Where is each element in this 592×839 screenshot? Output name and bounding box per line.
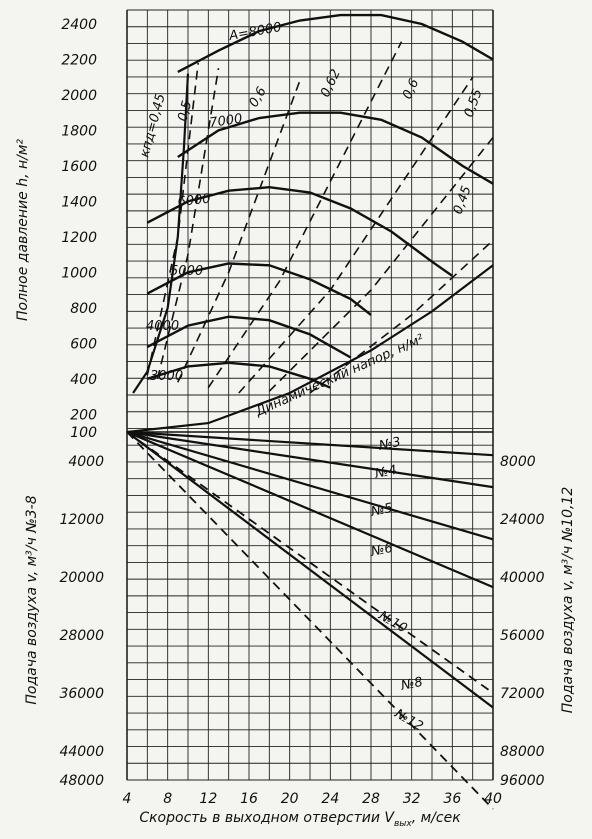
lower-right-tick-label: 40000 bbox=[500, 570, 545, 586]
x-tick-label: 24 bbox=[321, 791, 339, 807]
dynamic-head-curve bbox=[126, 264, 494, 434]
efficiency-line-3 bbox=[207, 41, 403, 389]
lower-right-tick-label: 24000 bbox=[500, 512, 545, 528]
flow-line-№3 bbox=[126, 430, 494, 457]
pressure-curve-7000 bbox=[177, 111, 494, 185]
curve-label: 0,5 bbox=[175, 99, 195, 123]
efficiency-line-1 bbox=[156, 68, 220, 379]
upper-y-tick-label: 100 bbox=[70, 425, 97, 441]
upper-y-tick-label: 2000 bbox=[61, 88, 97, 104]
x-tick-label: 16 bbox=[240, 791, 258, 807]
upper-y-tick-label: 1000 bbox=[61, 265, 97, 281]
lower-left-tick-label: 36000 bbox=[59, 686, 104, 702]
upper-y-tick-label: 1600 bbox=[61, 159, 97, 175]
efficiency-line-4 bbox=[238, 76, 474, 394]
x-tick-label: 32 bbox=[403, 791, 421, 807]
lower-right-y-axis-label: Подача воздуха v, м³/ч №10,12 bbox=[560, 487, 576, 714]
curve-label: 0,62 bbox=[318, 67, 344, 100]
series-label: №3 bbox=[377, 435, 402, 454]
efficiency-line-2 bbox=[177, 80, 301, 383]
lower-left-tick-label: 12000 bbox=[59, 512, 104, 528]
lower-left-tick-label: 4000 bbox=[68, 454, 104, 470]
x-axis-label-sub: вых bbox=[394, 819, 412, 829]
lower-left-tick-label: 48000 bbox=[59, 773, 104, 789]
flow-line-№4 bbox=[126, 430, 494, 489]
series-label: №6 bbox=[369, 541, 394, 560]
x-axis-label: Скорость в выходном отверстии Vвых, м/се… bbox=[139, 810, 461, 829]
flow-line-№12 bbox=[126, 431, 494, 810]
x-tick-label: 20 bbox=[281, 791, 299, 807]
lower-left-y-axis-label: Подача воздуха v, м³/ч №3-8 bbox=[24, 495, 40, 704]
lower-left-tick-label: 28000 bbox=[59, 628, 104, 644]
pressure-curve-5000 bbox=[146, 262, 372, 316]
lower-left-tick-label: 20000 bbox=[59, 570, 104, 586]
pressure-curve-A=8000 bbox=[177, 13, 494, 73]
x-tick-label: 36 bbox=[443, 791, 461, 807]
x-tick-label: 8 bbox=[163, 791, 172, 807]
curve-label: 5000 bbox=[170, 264, 203, 279]
curve-label: 6000 bbox=[177, 192, 211, 210]
upper-y-tick-label: 1200 bbox=[61, 230, 97, 246]
x-axis-label-unit: , м/сек bbox=[412, 810, 461, 826]
curve-label: 3000 bbox=[150, 369, 183, 384]
curve-label: 0,6 bbox=[400, 77, 422, 102]
lower-right-tick-label: 88000 bbox=[500, 744, 545, 760]
upper-y-tick-label: 800 bbox=[70, 301, 97, 317]
ticks: 4 8 12 16 20 24 28 32 36 40 2400 2200 2000 1800 1600 14… bbox=[59, 17, 544, 807]
upper-y-tick-label: 2200 bbox=[61, 52, 97, 68]
flow-line-№8 bbox=[126, 431, 494, 709]
upper-y-tick-label: 1400 bbox=[61, 194, 97, 210]
series-label: №4 bbox=[373, 463, 398, 482]
x-tick-label: 40 bbox=[484, 791, 502, 807]
series-label: №5 bbox=[369, 501, 394, 520]
pressure-curve-6000 bbox=[146, 185, 453, 277]
x-tick-label: 28 bbox=[362, 791, 380, 807]
x-axis-label-main: Скорость в выходном отверстии V bbox=[139, 810, 395, 826]
upper-y-tick-label: 1800 bbox=[61, 123, 97, 139]
x-tick-label: 12 bbox=[199, 791, 217, 807]
lower-right-tick-label: 96000 bbox=[500, 773, 545, 789]
upper-y-tick-label: 400 bbox=[70, 372, 97, 388]
curve-label: 4000 bbox=[146, 319, 179, 334]
flow-line-№6 bbox=[126, 430, 494, 589]
curve-label: A=8000 bbox=[227, 20, 283, 44]
upper-y-tick-label: 2400 bbox=[61, 17, 97, 33]
upper-y-tick-label: 200 bbox=[70, 407, 97, 423]
efficiency-line-6 bbox=[309, 239, 494, 394]
upper-y-axis-label: Полное давление h, н/м² bbox=[15, 139, 31, 321]
flow-line-№5 bbox=[126, 430, 494, 541]
curve-label: 7000 bbox=[208, 112, 243, 131]
curve-label: кпд=0,45 bbox=[137, 92, 168, 159]
lower-right-tick-label: 56000 bbox=[500, 628, 545, 644]
curve-label: 0,45 bbox=[451, 184, 475, 216]
lower-right-tick-label: 8000 bbox=[500, 454, 536, 470]
upper-y-tick-label: 600 bbox=[70, 336, 97, 352]
efficiency-line-5 bbox=[268, 137, 494, 392]
curve-label: 0,6 bbox=[246, 85, 269, 110]
lower-left-tick-label: 44000 bbox=[59, 744, 104, 760]
curve-label: 0,55 bbox=[462, 87, 486, 119]
series-label: №8 bbox=[399, 675, 424, 694]
x-tick-label: 4 bbox=[123, 791, 132, 807]
pressure-curve-4000 bbox=[146, 315, 352, 359]
left-envelope bbox=[132, 73, 190, 394]
lower-right-tick-label: 72000 bbox=[500, 686, 545, 702]
labels: Полное давление h, н/м² Подача воздуха v… bbox=[15, 139, 576, 829]
